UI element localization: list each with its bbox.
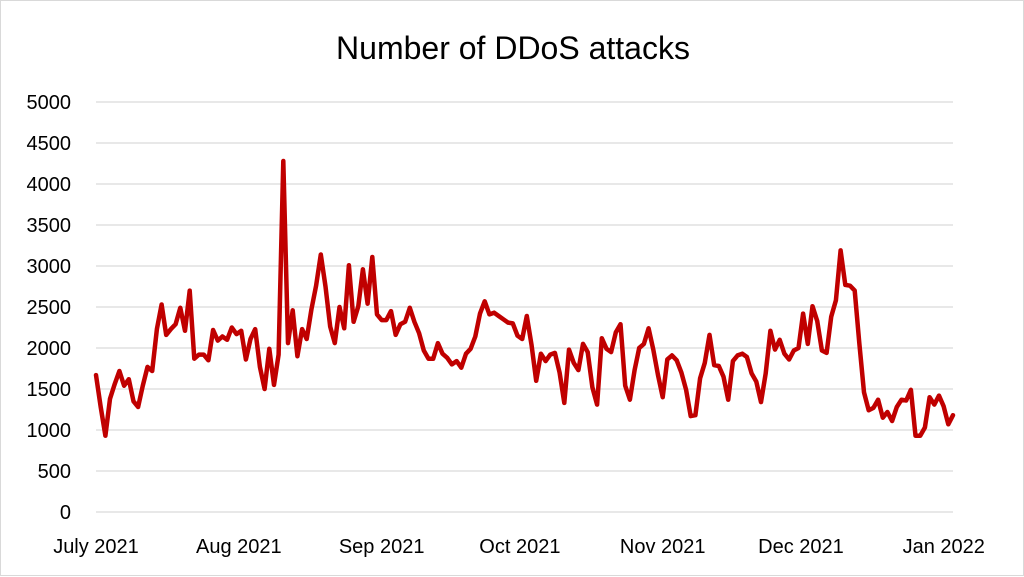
gridlines — [96, 101, 953, 513]
x-axis-ticks: July 2021 Aug 2021 Sep 2021 Oct 2021 Nov 202… — [53, 536, 985, 558]
x-tick-label: Nov 2021 — [620, 536, 706, 558]
ddos-attacks-series-line — [93, 158, 956, 438]
x-tick-label: Oct 2021 — [479, 536, 560, 558]
y-tick-label: 1500 — [27, 379, 72, 401]
y-tick-label: 4000 — [27, 174, 72, 196]
chart-title: Number of DDoS attacks — [336, 30, 690, 66]
y-tick-label: 500 — [38, 461, 71, 483]
y-tick-label: 1000 — [27, 420, 72, 442]
y-tick-label: 3000 — [27, 256, 72, 278]
y-axis-ticks: 0 500 1000 1500 2000 2500 3000 3500 4000 4500 5000 — [27, 92, 72, 524]
y-tick-label: 5000 — [27, 92, 72, 114]
x-tick-label: Aug 2021 — [196, 536, 282, 558]
y-tick-label: 3500 — [27, 215, 72, 237]
x-tick-label: Dec 2021 — [758, 536, 844, 558]
x-tick-label: July 2021 — [53, 536, 139, 558]
y-tick-label: 2000 — [27, 338, 72, 360]
y-tick-label: 4500 — [27, 133, 72, 155]
x-tick-label: Jan 2022 — [903, 536, 985, 558]
y-tick-label: 0 — [60, 502, 71, 524]
y-tick-label: 2500 — [27, 297, 72, 319]
x-tick-label: Sep 2021 — [339, 536, 425, 558]
